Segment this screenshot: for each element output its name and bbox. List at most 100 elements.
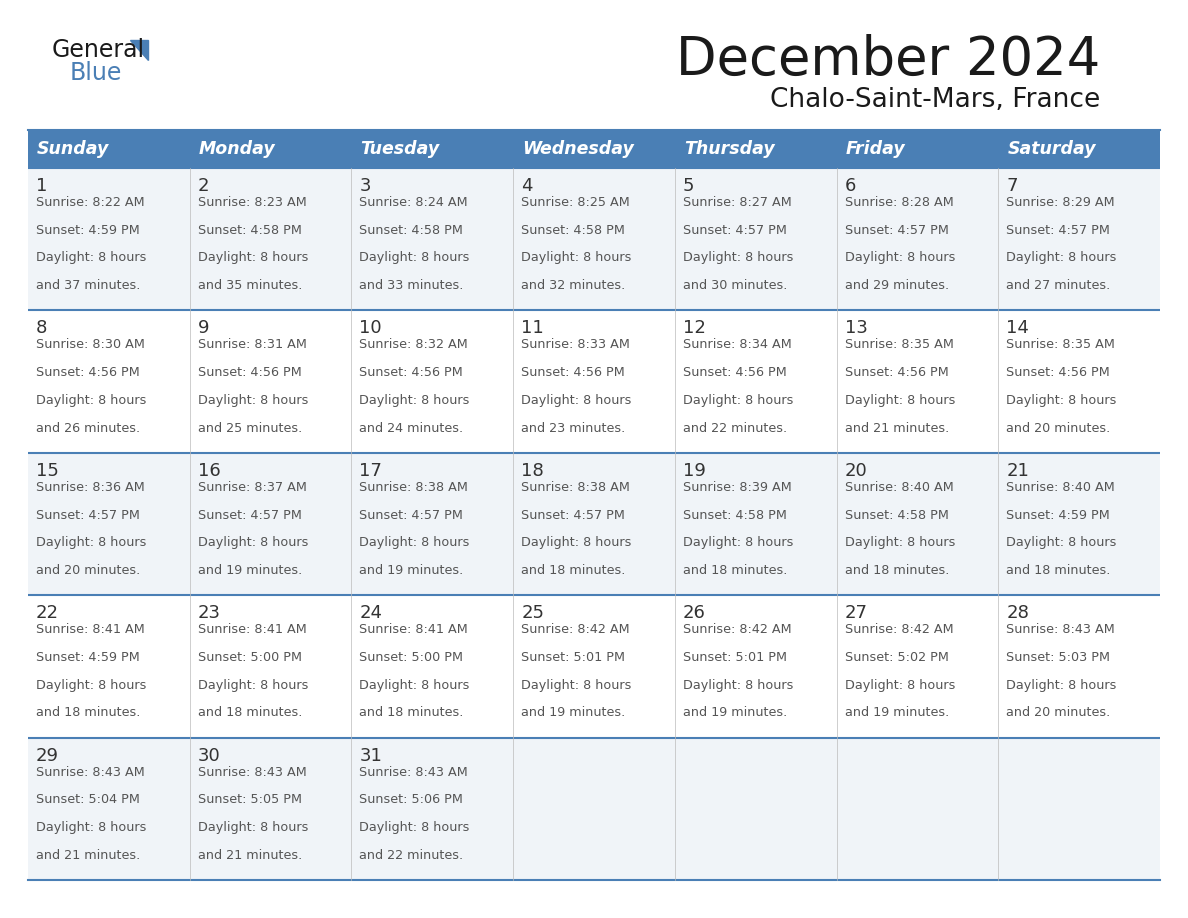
Bar	[352, 130, 513, 168]
Text: Sunrise: 8:29 AM: Sunrise: 8:29 AM	[1006, 196, 1114, 209]
Text: Sunset: 4:57 PM: Sunset: 4:57 PM	[197, 509, 302, 521]
Bar	[352, 737, 513, 880]
Text: 30: 30	[197, 746, 221, 765]
Text: Sunset: 4:56 PM: Sunset: 4:56 PM	[683, 366, 786, 379]
Text: and 19 minutes.: and 19 minutes.	[197, 564, 302, 577]
Text: Daylight: 8 hours: Daylight: 8 hours	[197, 252, 308, 264]
Bar	[675, 453, 836, 595]
Text: and 19 minutes.: and 19 minutes.	[522, 706, 625, 720]
Text: General: General	[52, 38, 145, 62]
Text: Sunset: 4:59 PM: Sunset: 4:59 PM	[36, 651, 140, 664]
Text: Daylight: 8 hours: Daylight: 8 hours	[36, 678, 146, 691]
Text: and 27 minutes.: and 27 minutes.	[1006, 279, 1111, 292]
Text: Sunset: 4:56 PM: Sunset: 4:56 PM	[360, 366, 463, 379]
Text: Sunset: 4:57 PM: Sunset: 4:57 PM	[522, 509, 625, 521]
Text: Sunrise: 8:23 AM: Sunrise: 8:23 AM	[197, 196, 307, 209]
Text: Sunset: 4:56 PM: Sunset: 4:56 PM	[1006, 366, 1110, 379]
Text: Sunset: 4:59 PM: Sunset: 4:59 PM	[36, 224, 140, 237]
Text: Sunrise: 8:41 AM: Sunrise: 8:41 AM	[197, 623, 307, 636]
Text: Daylight: 8 hours: Daylight: 8 hours	[36, 394, 146, 407]
Text: 3: 3	[360, 177, 371, 195]
Text: and 19 minutes.: and 19 minutes.	[683, 706, 788, 720]
Text: Daylight: 8 hours: Daylight: 8 hours	[683, 678, 794, 691]
Text: and 26 minutes.: and 26 minutes.	[36, 421, 140, 434]
Text: 5: 5	[683, 177, 694, 195]
Text: Sunrise: 8:22 AM: Sunrise: 8:22 AM	[36, 196, 145, 209]
Text: Sunset: 4:57 PM: Sunset: 4:57 PM	[36, 509, 140, 521]
Text: 15: 15	[36, 462, 59, 480]
Text: Sunrise: 8:38 AM: Sunrise: 8:38 AM	[360, 481, 468, 494]
Text: Sunrise: 8:41 AM: Sunrise: 8:41 AM	[360, 623, 468, 636]
Text: Sunset: 4:57 PM: Sunset: 4:57 PM	[683, 224, 786, 237]
Bar	[998, 310, 1159, 453]
Text: Daylight: 8 hours: Daylight: 8 hours	[360, 821, 469, 834]
Text: Sunrise: 8:42 AM: Sunrise: 8:42 AM	[683, 623, 791, 636]
Text: Daylight: 8 hours: Daylight: 8 hours	[197, 678, 308, 691]
Bar	[29, 453, 190, 595]
Text: Daylight: 8 hours: Daylight: 8 hours	[197, 536, 308, 549]
Bar	[190, 168, 352, 310]
Text: Daylight: 8 hours: Daylight: 8 hours	[845, 252, 955, 264]
Text: Daylight: 8 hours: Daylight: 8 hours	[683, 536, 794, 549]
Bar	[998, 737, 1159, 880]
Text: Sunrise: 8:39 AM: Sunrise: 8:39 AM	[683, 481, 791, 494]
Text: Daylight: 8 hours: Daylight: 8 hours	[683, 252, 794, 264]
Bar	[29, 737, 190, 880]
Bar	[675, 310, 836, 453]
Text: Sunset: 4:58 PM: Sunset: 4:58 PM	[683, 509, 786, 521]
Bar	[836, 453, 998, 595]
Text: Sunrise: 8:42 AM: Sunrise: 8:42 AM	[522, 623, 630, 636]
Text: Sunset: 5:02 PM: Sunset: 5:02 PM	[845, 651, 948, 664]
Text: Sunrise: 8:25 AM: Sunrise: 8:25 AM	[522, 196, 630, 209]
Text: and 18 minutes.: and 18 minutes.	[845, 564, 949, 577]
Text: Sunrise: 8:42 AM: Sunrise: 8:42 AM	[845, 623, 953, 636]
Text: and 20 minutes.: and 20 minutes.	[1006, 706, 1111, 720]
Text: 25: 25	[522, 604, 544, 622]
Text: 14: 14	[1006, 319, 1029, 338]
Bar	[998, 130, 1159, 168]
Bar	[513, 168, 675, 310]
Text: and 30 minutes.: and 30 minutes.	[683, 279, 788, 292]
Text: Sunrise: 8:24 AM: Sunrise: 8:24 AM	[360, 196, 468, 209]
Text: Sunrise: 8:35 AM: Sunrise: 8:35 AM	[1006, 339, 1116, 352]
Text: and 18 minutes.: and 18 minutes.	[522, 564, 626, 577]
Text: Sunrise: 8:38 AM: Sunrise: 8:38 AM	[522, 481, 630, 494]
Text: 23: 23	[197, 604, 221, 622]
Bar	[998, 595, 1159, 737]
Bar	[190, 453, 352, 595]
Text: December 2024: December 2024	[676, 34, 1100, 86]
Text: 24: 24	[360, 604, 383, 622]
Text: Daylight: 8 hours: Daylight: 8 hours	[360, 394, 469, 407]
Bar	[513, 130, 675, 168]
Bar	[29, 168, 190, 310]
Bar	[675, 130, 836, 168]
Text: 4: 4	[522, 177, 532, 195]
Text: Daylight: 8 hours: Daylight: 8 hours	[845, 678, 955, 691]
Text: Daylight: 8 hours: Daylight: 8 hours	[522, 536, 632, 549]
Text: 13: 13	[845, 319, 867, 338]
Bar	[836, 168, 998, 310]
Text: 21: 21	[1006, 462, 1029, 480]
Text: 11: 11	[522, 319, 544, 338]
Bar	[190, 737, 352, 880]
Text: Sunset: 4:58 PM: Sunset: 4:58 PM	[360, 224, 463, 237]
Text: Sunset: 4:57 PM: Sunset: 4:57 PM	[845, 224, 948, 237]
Text: Monday: Monday	[198, 140, 276, 158]
Text: and 18 minutes.: and 18 minutes.	[1006, 564, 1111, 577]
Text: and 18 minutes.: and 18 minutes.	[36, 706, 140, 720]
Text: Sunrise: 8:31 AM: Sunrise: 8:31 AM	[197, 339, 307, 352]
Bar	[513, 453, 675, 595]
Text: and 24 minutes.: and 24 minutes.	[360, 421, 463, 434]
Text: Sunset: 4:58 PM: Sunset: 4:58 PM	[197, 224, 302, 237]
Bar	[513, 595, 675, 737]
Text: Sunrise: 8:34 AM: Sunrise: 8:34 AM	[683, 339, 791, 352]
Text: Sunset: 5:03 PM: Sunset: 5:03 PM	[1006, 651, 1111, 664]
Text: Sunrise: 8:43 AM: Sunrise: 8:43 AM	[36, 766, 145, 778]
Text: 28: 28	[1006, 604, 1029, 622]
Text: Sunrise: 8:27 AM: Sunrise: 8:27 AM	[683, 196, 791, 209]
Text: Tuesday: Tuesday	[360, 140, 440, 158]
Bar	[190, 595, 352, 737]
Text: 2: 2	[197, 177, 209, 195]
Text: 29: 29	[36, 746, 59, 765]
Text: 7: 7	[1006, 177, 1018, 195]
